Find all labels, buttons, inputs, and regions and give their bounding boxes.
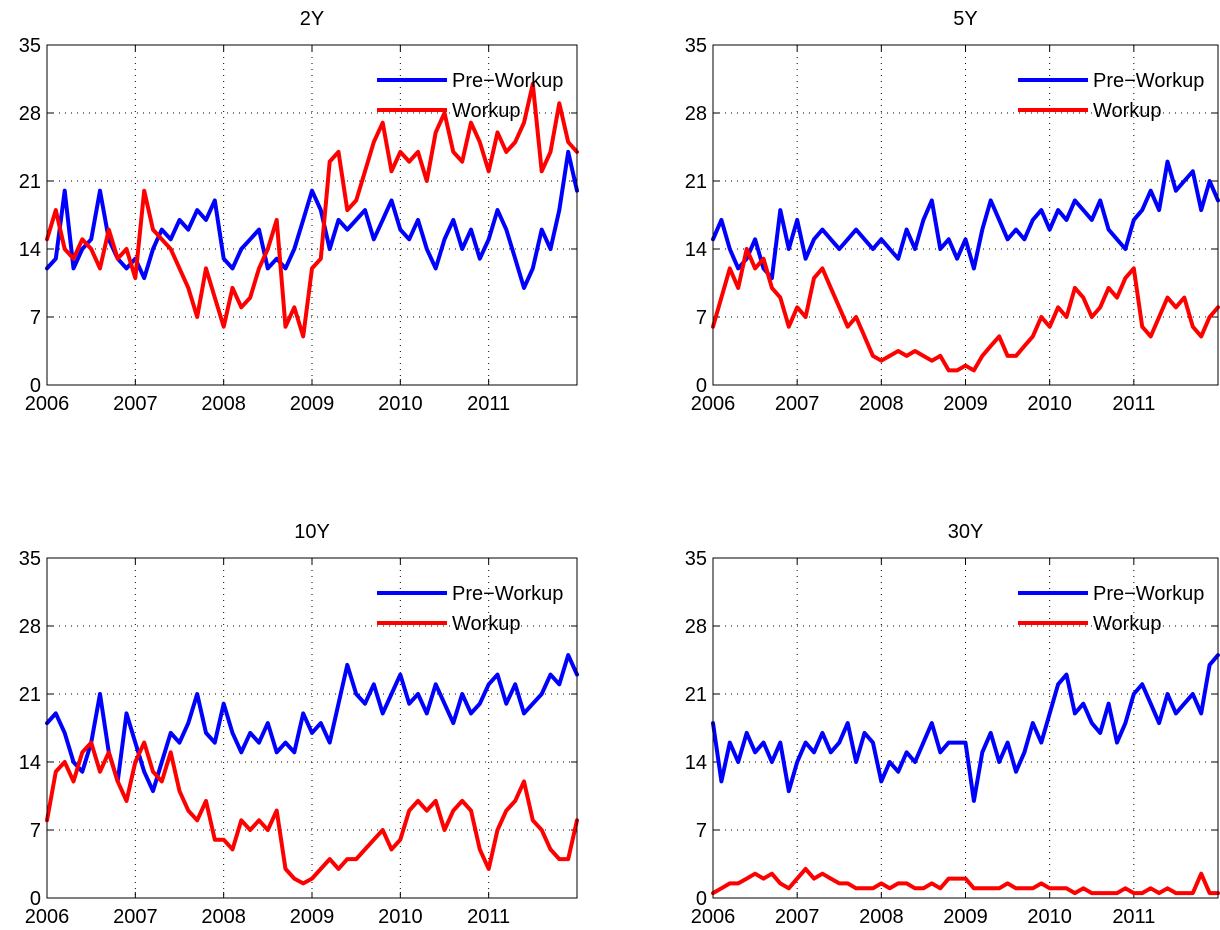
y-tick-label: 28	[685, 616, 707, 638]
x-tick-label: 2010	[1027, 393, 1072, 415]
y-tick-label: 0	[30, 888, 41, 910]
y-tick-label: 7	[696, 307, 707, 329]
legend: Pre−Workup Workup	[1018, 70, 1204, 122]
x-tick-label: 2011	[467, 393, 510, 415]
chart-title: 30Y	[948, 521, 984, 543]
legend: Pre−Workup Workup	[377, 70, 563, 122]
legend-label: Pre−Workup	[452, 70, 563, 92]
legend-label: Workup	[452, 100, 521, 122]
y-tick-label: 0	[696, 375, 707, 397]
y-tick-label: 14	[19, 752, 41, 774]
x-tick-label: 2007	[775, 906, 820, 928]
series-line-pre-workup	[45, 653, 579, 794]
y-tick-label: 28	[19, 616, 41, 638]
series-line-workup	[45, 740, 579, 886]
y-tick-label: 14	[19, 239, 41, 261]
y-tick-label: 35	[19, 35, 41, 57]
x-tick-label: 2010	[378, 393, 423, 415]
legend-label: Workup	[1093, 613, 1162, 635]
x-tick-label: 2009	[290, 906, 335, 928]
chart-panel-10Y: 0 7 14 21 28 35 2006 2007 2008 2009 2010 2011 10Y Pre…	[19, 521, 579, 928]
legend-label: Pre−Workup	[1093, 583, 1204, 605]
y-tick-label: 35	[685, 35, 707, 57]
x-tick-label: 2008	[201, 906, 246, 928]
legend: Pre−Workup Workup	[1018, 583, 1204, 635]
y-tick-label: 14	[685, 752, 707, 774]
y-tick-label: 21	[685, 171, 707, 193]
x-tick-label: 2006	[25, 906, 70, 928]
legend-label: Pre−Workup	[1093, 70, 1204, 92]
axes-frame	[46, 557, 578, 899]
x-tick-label: 2011	[1112, 906, 1155, 928]
y-tick-label: 7	[696, 820, 707, 842]
y-tick-label: 14	[685, 239, 707, 261]
y-tick-label: 28	[685, 103, 707, 125]
y-tick-label: 0	[696, 888, 707, 910]
y-tick-label: 7	[30, 820, 41, 842]
x-tick-label: 2009	[943, 906, 988, 928]
y-tick-label: 35	[19, 548, 41, 570]
series-line-pre-workup	[711, 159, 1220, 281]
x-tick-label: 2008	[859, 906, 904, 928]
y-tick-label: 21	[685, 684, 707, 706]
x-tick-label: 2008	[859, 393, 904, 415]
x-tick-label: 2010	[1027, 906, 1072, 928]
axes-frame	[712, 557, 1219, 899]
series-line-workup	[45, 81, 579, 339]
x-tick-label: 2011	[467, 906, 510, 928]
x-tick-label: 2006	[691, 906, 736, 928]
legend-label: Workup	[452, 613, 521, 635]
y-tick-label: 7	[30, 307, 41, 329]
x-tick-label: 2011	[1112, 393, 1155, 415]
chart-title: 5Y	[953, 8, 977, 30]
x-tick-label: 2010	[378, 906, 423, 928]
y-tick-label: 21	[19, 684, 41, 706]
axes-frame	[46, 44, 578, 386]
x-tick-label: 2007	[775, 393, 820, 415]
y-tick-label: 21	[19, 171, 41, 193]
x-tick-label: 2007	[113, 906, 158, 928]
series-line-pre-workup	[711, 653, 1220, 803]
x-tick-label: 2009	[290, 393, 335, 415]
legend: Pre−Workup Workup	[377, 583, 563, 635]
legend-label: Pre−Workup	[452, 583, 563, 605]
chart-panel-5Y: 0 7 14 21 28 35 2006 2007 2008 2009 2010 2011 5Y Pre−…	[685, 8, 1220, 415]
legend-label: Workup	[1093, 100, 1162, 122]
axes-frame	[712, 44, 1219, 386]
chart-panel-30Y: 0 7 14 21 28 35 2006 2007 2008 2009 2010 2011 30Y Pre…	[685, 521, 1220, 928]
y-tick-label: 0	[30, 375, 41, 397]
series-line-workup	[711, 247, 1220, 373]
x-tick-label: 2006	[25, 393, 70, 415]
chart-title: 10Y	[294, 521, 330, 543]
x-tick-label: 2007	[113, 393, 158, 415]
x-tick-label: 2009	[943, 393, 988, 415]
series-line-workup	[711, 866, 1220, 896]
y-tick-label: 35	[685, 548, 707, 570]
x-tick-label: 2008	[201, 393, 246, 415]
y-tick-label: 28	[19, 103, 41, 125]
chart-panel-2Y: 0 7 14 21 28 35 2006 2007 2008 2009 2010 2011 2Y Pre−…	[19, 8, 579, 415]
chart-title: 2Y	[300, 8, 324, 30]
x-tick-label: 2006	[691, 393, 736, 415]
